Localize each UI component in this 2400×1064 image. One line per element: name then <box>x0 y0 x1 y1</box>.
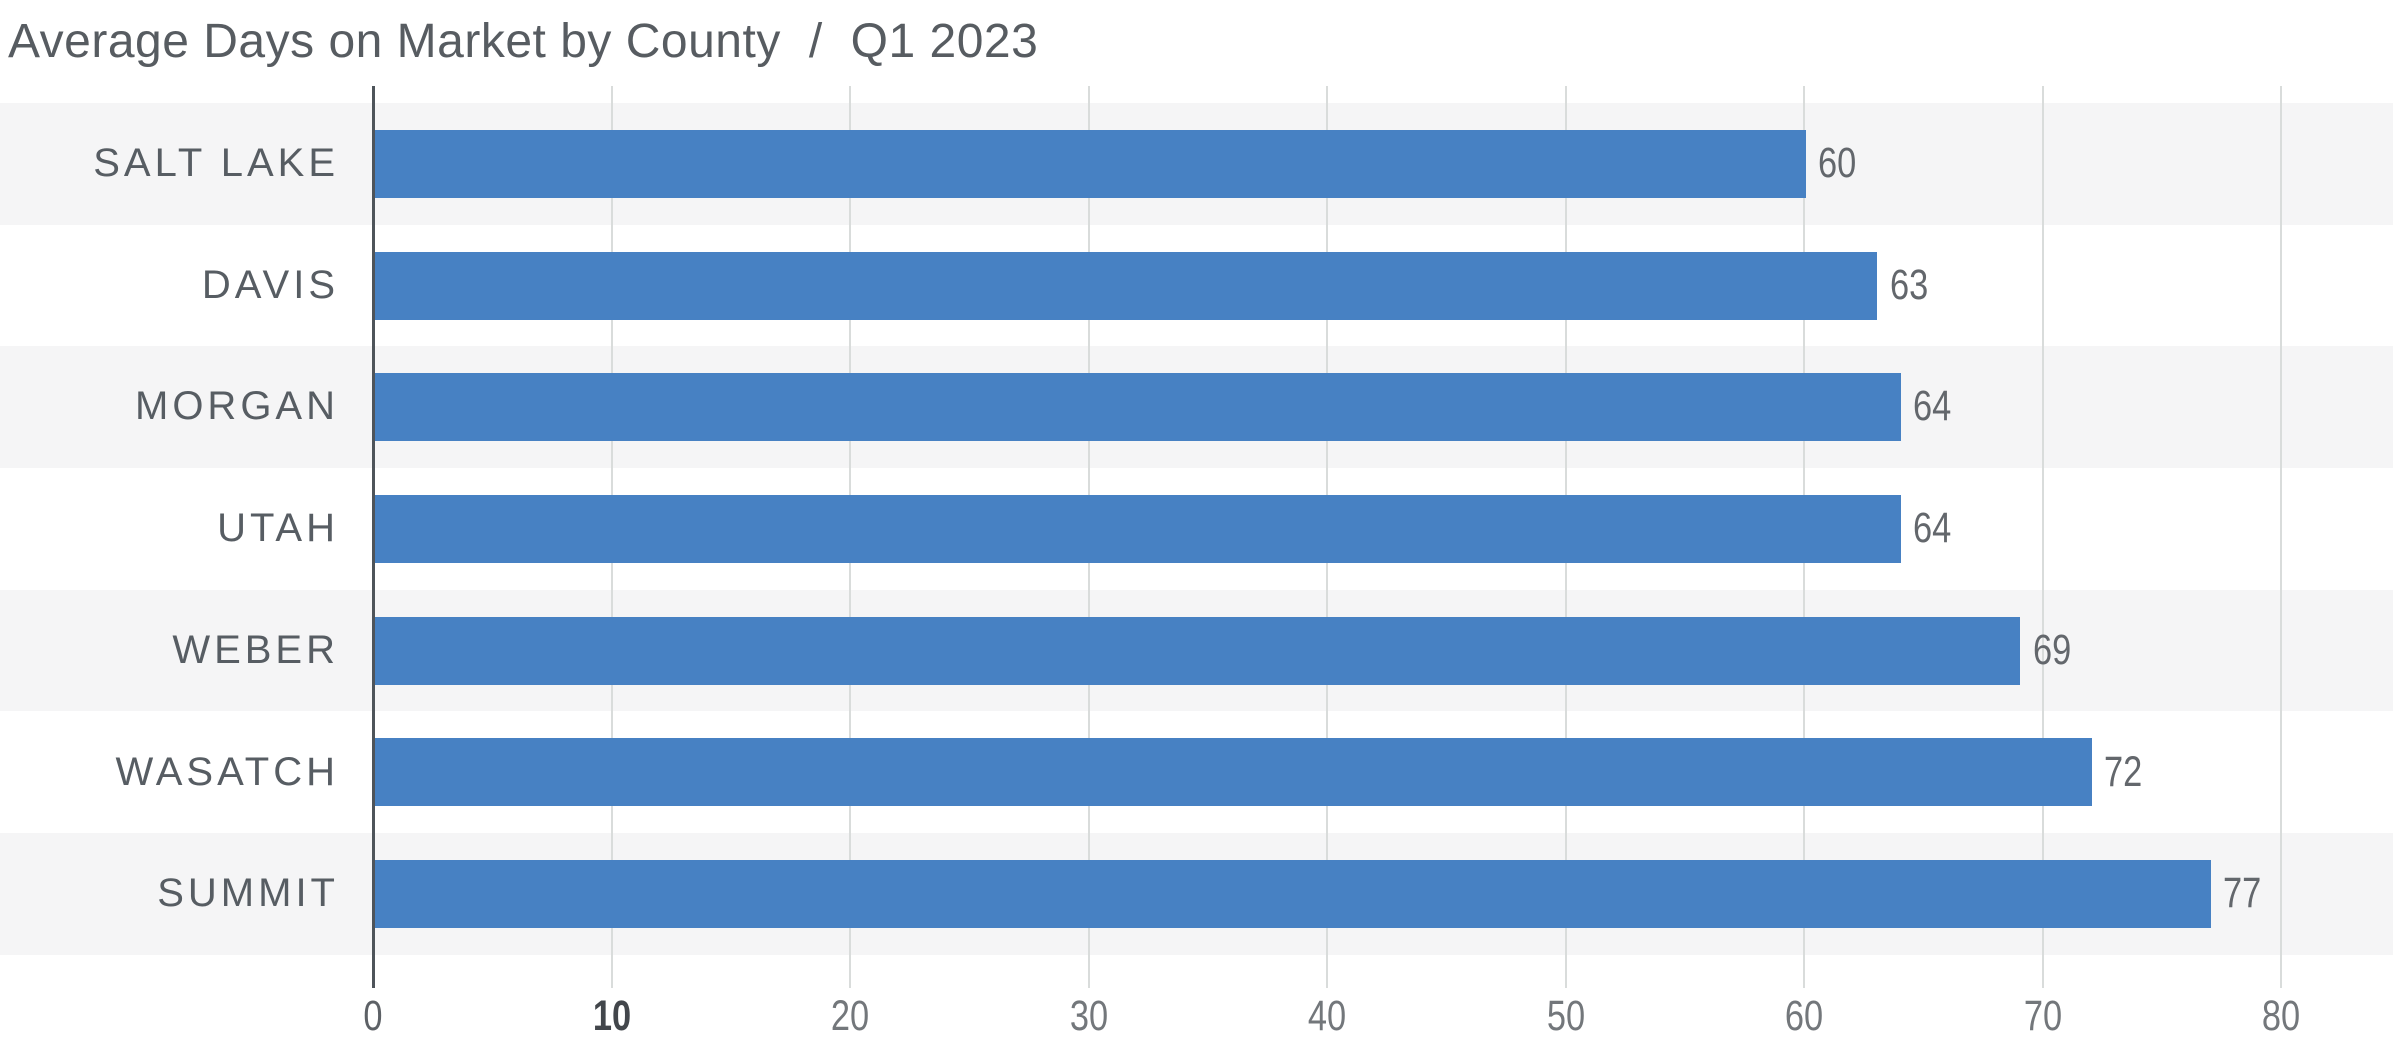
category-label: SUMMIT <box>157 871 339 916</box>
bar-value-label: 60 <box>1818 139 1857 187</box>
bar <box>374 251 1878 320</box>
bar <box>374 373 1901 442</box>
x-axis-tick-label: 70 <box>2023 992 2062 1040</box>
bar <box>374 129 1806 198</box>
x-axis-tick-label: 80 <box>2261 992 2301 1040</box>
category-label: UTAH <box>217 506 339 551</box>
chart-title: Average Days on Market by County / Q1 2023 <box>8 15 1039 69</box>
category-label: DAVIS <box>201 262 339 307</box>
bar <box>374 616 2021 685</box>
x-gridline <box>2280 86 2282 988</box>
x-axis-tick-label: 10 <box>592 992 631 1040</box>
x-axis-tick-label: 60 <box>1784 992 1824 1040</box>
x-axis-tick-label: 30 <box>1069 992 1108 1040</box>
chart-title-period: Q1 2023 <box>850 15 1039 68</box>
chart-title-separator: / <box>808 15 823 68</box>
chart-title-main: Average Days on Market by County <box>8 15 781 68</box>
bar <box>374 738 2092 807</box>
category-label: WASATCH <box>115 749 339 794</box>
x-axis-tick-label: 20 <box>830 992 870 1040</box>
y-axis-line <box>371 86 375 988</box>
bar <box>374 860 2211 929</box>
bar-value-label: 77 <box>2223 869 2262 918</box>
bar-value-label: 64 <box>1913 504 1952 553</box>
bar-value-label: 69 <box>2032 625 2071 674</box>
x-axis-tick-label: 50 <box>1546 992 1585 1040</box>
bar-value-label: 72 <box>2104 747 2143 796</box>
x-gridline <box>2041 86 2044 988</box>
category-label: WEBER <box>172 627 339 672</box>
x-axis-tick-label: 40 <box>1307 992 1347 1040</box>
category-label: SALT LAKE <box>93 141 339 185</box>
x-axis-tick-label: 0 <box>363 992 383 1040</box>
bar <box>374 494 1901 563</box>
category-label: MORGAN <box>135 384 339 429</box>
bar-value-label: 63 <box>1889 260 1928 309</box>
bar-value-label: 64 <box>1913 382 1952 431</box>
